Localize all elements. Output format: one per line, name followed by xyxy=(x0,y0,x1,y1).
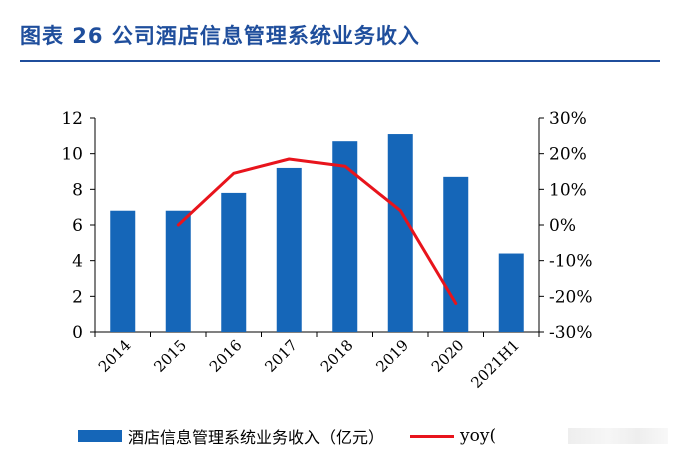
right-axis-tick-label: 30% xyxy=(549,109,587,129)
left-axis-tick-label: 6 xyxy=(72,216,83,236)
watermark-blur xyxy=(568,428,668,444)
revenue-chart: 0 2 4 6 8 10 12 -30% -20% -10% 0% 10% 20% 30% 2014 2015… xyxy=(61,109,593,392)
legend-line-label: yoy( xyxy=(460,426,497,446)
bar-2020 xyxy=(443,176,469,332)
bar-2018 xyxy=(332,141,358,332)
x-axis-tick-label: 2020 xyxy=(428,336,468,376)
legend-bar-swatch xyxy=(78,430,122,442)
bar-2019 xyxy=(387,134,413,332)
right-axis-tick-label: -20% xyxy=(549,287,593,307)
right-axis-tick-label: -10% xyxy=(549,252,593,272)
left-axis-tick-label: 12 xyxy=(61,109,83,129)
right-axis-tick-label: 10% xyxy=(549,180,587,200)
bar-2014 xyxy=(110,210,136,332)
left-axis-tick-label: 4 xyxy=(72,252,83,272)
figure-title: 图表 26 公司酒店信息管理系统业务收入 xyxy=(20,24,420,48)
right-axis-tick-label: 20% xyxy=(549,145,587,165)
right-axis-tick-label: -30% xyxy=(549,323,593,343)
right-axis-tick-label: 0% xyxy=(549,216,576,236)
bar-2015 xyxy=(165,210,191,332)
title-underline xyxy=(20,60,660,62)
left-axis-tick-label: 0 xyxy=(72,323,83,343)
x-axis-tick-label: 2015 xyxy=(150,336,190,376)
legend-bar-label: 酒店信息管理系统业务收入（亿元） xyxy=(128,428,385,447)
x-axis-tick-label: 2018 xyxy=(317,336,357,376)
left-axis-tick-label: 8 xyxy=(72,180,83,200)
left-axis-tick-label: 2 xyxy=(72,287,83,307)
bar-2021H1 xyxy=(498,253,524,332)
legend-line-swatch xyxy=(410,434,455,438)
bar-2016 xyxy=(221,192,247,332)
yoy-line xyxy=(176,157,458,305)
x-axis-tick-label: 2017 xyxy=(261,336,301,376)
x-axis-tick-label: 2016 xyxy=(206,336,246,376)
bar-2017 xyxy=(276,167,302,332)
x-axis-tick-label: 2019 xyxy=(372,336,412,376)
left-axis-tick-label: 10 xyxy=(61,145,83,165)
x-axis-tick-label: 2014 xyxy=(95,336,135,376)
chart-legend: 酒店信息管理系统业务收入（亿元） yoy( xyxy=(78,425,496,447)
x-axis-tick-label: 2021H1 xyxy=(467,336,523,392)
